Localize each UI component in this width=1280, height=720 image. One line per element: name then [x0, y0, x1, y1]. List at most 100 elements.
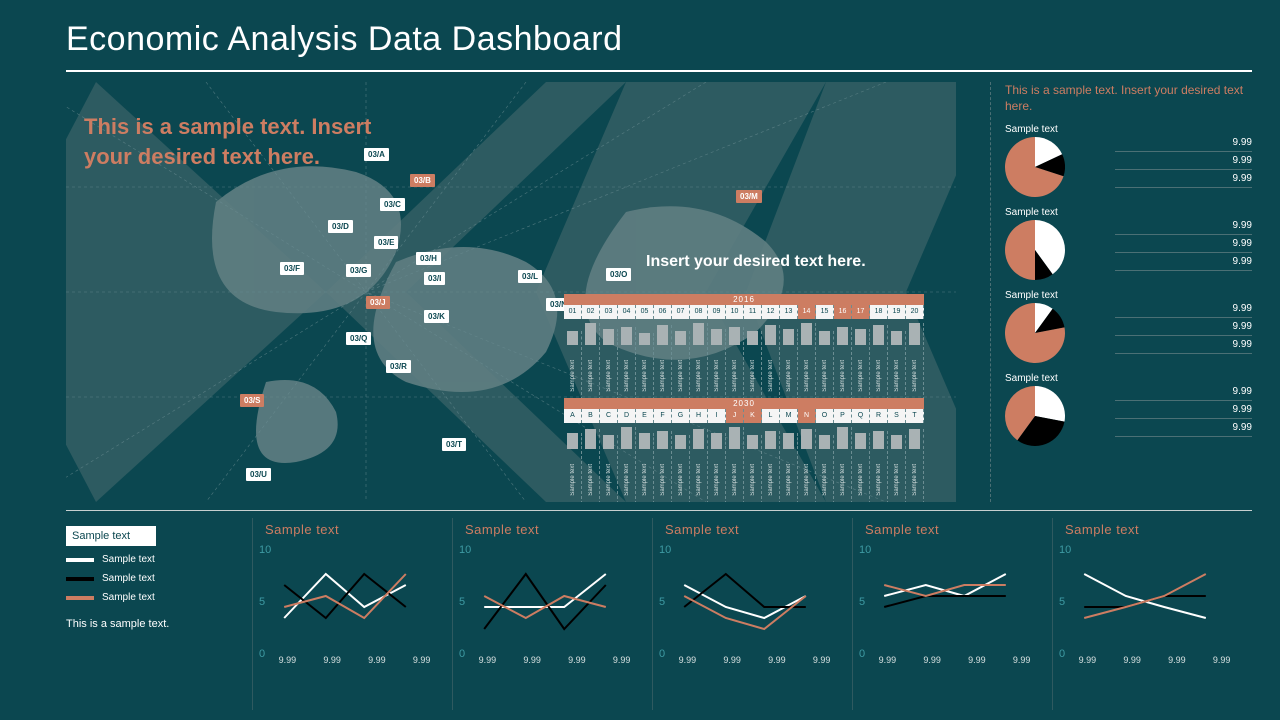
strip-header-cell[interactable]: 03 — [600, 305, 618, 319]
strip-header-cell[interactable]: G — [672, 409, 690, 423]
map-marker[interactable]: 03/D — [328, 220, 353, 233]
strip-header-cell[interactable]: F — [654, 409, 672, 423]
map-marker[interactable]: 03/M — [736, 190, 762, 203]
pie-chart — [1005, 220, 1065, 280]
legend: Sample text Sample textSample textSample… — [66, 518, 252, 710]
strip-vlabel: Sample text — [564, 451, 582, 502]
strip-header-cell[interactable]: 14 — [798, 305, 816, 319]
strip-bar — [906, 429, 924, 449]
spark-title: Sample text — [265, 522, 444, 537]
spark-xval: 9.99 — [813, 655, 831, 665]
strip-header-cell[interactable]: 01 — [564, 305, 582, 319]
map-marker[interactable]: 03/R — [386, 360, 411, 373]
strip-header-cell[interactable]: 09 — [708, 305, 726, 319]
map-marker[interactable]: 03/O — [606, 268, 631, 281]
map-marker[interactable]: 03/L — [518, 270, 542, 283]
strip-header-cell[interactable]: 16 — [834, 305, 852, 319]
strip-header-cell[interactable]: 06 — [654, 305, 672, 319]
map-insert-text: Insert your desired text here. — [646, 252, 866, 273]
map-marker[interactable]: 03/J — [366, 296, 390, 309]
spark-ytick: 10 — [859, 544, 871, 556]
pie-label: Sample text — [1005, 124, 1115, 135]
map-marker[interactable]: 03/Q — [346, 332, 371, 345]
strip-header-cell[interactable]: 05 — [636, 305, 654, 319]
strip-header-cell[interactable]: 12 — [762, 305, 780, 319]
spark-column: Sample text10509.999.999.999.99 — [652, 518, 852, 710]
pie-label: Sample text — [1005, 207, 1115, 218]
strip-header-cell[interactable]: 19 — [888, 305, 906, 319]
spark-ytick: 5 — [859, 596, 865, 608]
strip-header-cell[interactable]: M — [780, 409, 798, 423]
pie-chart — [1005, 303, 1065, 363]
strip-bar — [870, 431, 888, 449]
spark-xval: 9.99 — [279, 655, 297, 665]
strip-header-cell[interactable]: N — [798, 409, 816, 423]
pie-value: 9.99 — [1115, 401, 1252, 419]
strip-vlabel: Sample text — [618, 347, 636, 405]
strip-header-cell[interactable]: C — [600, 409, 618, 423]
map-marker[interactable]: 03/F — [280, 262, 304, 275]
strip-header-cell[interactable]: S — [888, 409, 906, 423]
strip-header-cell[interactable]: A — [564, 409, 582, 423]
map-marker[interactable]: 03/H — [416, 252, 441, 265]
spark-xval: 9.99 — [613, 655, 631, 665]
strip-header-cell[interactable]: R — [870, 409, 888, 423]
map-marker[interactable]: 03/C — [380, 198, 405, 211]
map-marker[interactable]: 03/E — [374, 236, 398, 249]
legend-swatch — [66, 596, 94, 600]
strip-header-cell[interactable]: 04 — [618, 305, 636, 319]
map-marker[interactable]: 03/K — [424, 310, 449, 323]
legend-label: Sample text — [102, 592, 155, 603]
spark-chart — [1065, 541, 1225, 651]
map-marker[interactable]: 03/I — [424, 272, 445, 285]
map-marker[interactable]: 03/B — [410, 174, 435, 187]
strip-vlabel: Sample text — [672, 451, 690, 502]
strip-header-cell[interactable]: 02 — [582, 305, 600, 319]
map-marker[interactable]: 03/U — [246, 468, 271, 481]
map-marker[interactable]: 03/A — [364, 148, 389, 161]
pie-panel: This is a sample text. Insert your desir… — [990, 82, 1252, 502]
legend-label: Sample text — [102, 573, 155, 584]
strip-vlabel: Sample text — [708, 451, 726, 502]
spark-ytick: 0 — [859, 648, 865, 660]
strip-header-cell[interactable]: H — [690, 409, 708, 423]
spark-ytick: 0 — [1059, 648, 1065, 660]
strip-header-cell[interactable]: P — [834, 409, 852, 423]
strip-header-cell[interactable]: D — [618, 409, 636, 423]
strip-vlabel: Sample text — [888, 451, 906, 502]
strip-header-cell[interactable]: 18 — [870, 305, 888, 319]
strip-header-cell[interactable]: J — [726, 409, 744, 423]
strip-header-cell[interactable]: K — [744, 409, 762, 423]
strip-header-cell[interactable]: O — [816, 409, 834, 423]
strip-bar — [852, 329, 870, 345]
strip-header-cell[interactable]: 15 — [816, 305, 834, 319]
spark-title: Sample text — [465, 522, 644, 537]
map-marker[interactable]: 03/S — [240, 394, 264, 407]
strip-vlabel: Sample text — [798, 347, 816, 405]
strip-header-cell[interactable]: 08 — [690, 305, 708, 319]
pie-value: 9.99 — [1115, 336, 1252, 354]
strip-header-cell[interactable]: 07 — [672, 305, 690, 319]
map-marker[interactable]: 03/G — [346, 264, 371, 277]
strip-header-cell[interactable]: Q — [852, 409, 870, 423]
strip-header-cell[interactable]: 17 — [852, 305, 870, 319]
strip-header-cell[interactable]: T — [906, 409, 924, 423]
strip-header-cell[interactable]: 20 — [906, 305, 924, 319]
pie-row: Sample text9.999.999.99 — [1005, 124, 1252, 197]
spark-ytick: 5 — [259, 596, 265, 608]
spark-xval: 9.99 — [723, 655, 741, 665]
spark-xval: 9.99 — [679, 655, 697, 665]
strip-header-cell[interactable]: B — [582, 409, 600, 423]
strip-header-cell[interactable]: 11 — [744, 305, 762, 319]
strip-bar — [708, 329, 726, 345]
strip-header-cell[interactable]: E — [636, 409, 654, 423]
spark-title: Sample text — [865, 522, 1044, 537]
strip-bar — [888, 435, 906, 449]
strip-header-cell[interactable]: 10 — [726, 305, 744, 319]
strip-header-cell[interactable]: L — [762, 409, 780, 423]
strip-header-cell[interactable]: 13 — [780, 305, 798, 319]
strip-header-cell[interactable]: I — [708, 409, 726, 423]
strip-vlabel: Sample text — [654, 347, 672, 405]
strip-vlabel: Sample text — [690, 347, 708, 405]
map-marker[interactable]: 03/T — [442, 438, 466, 451]
